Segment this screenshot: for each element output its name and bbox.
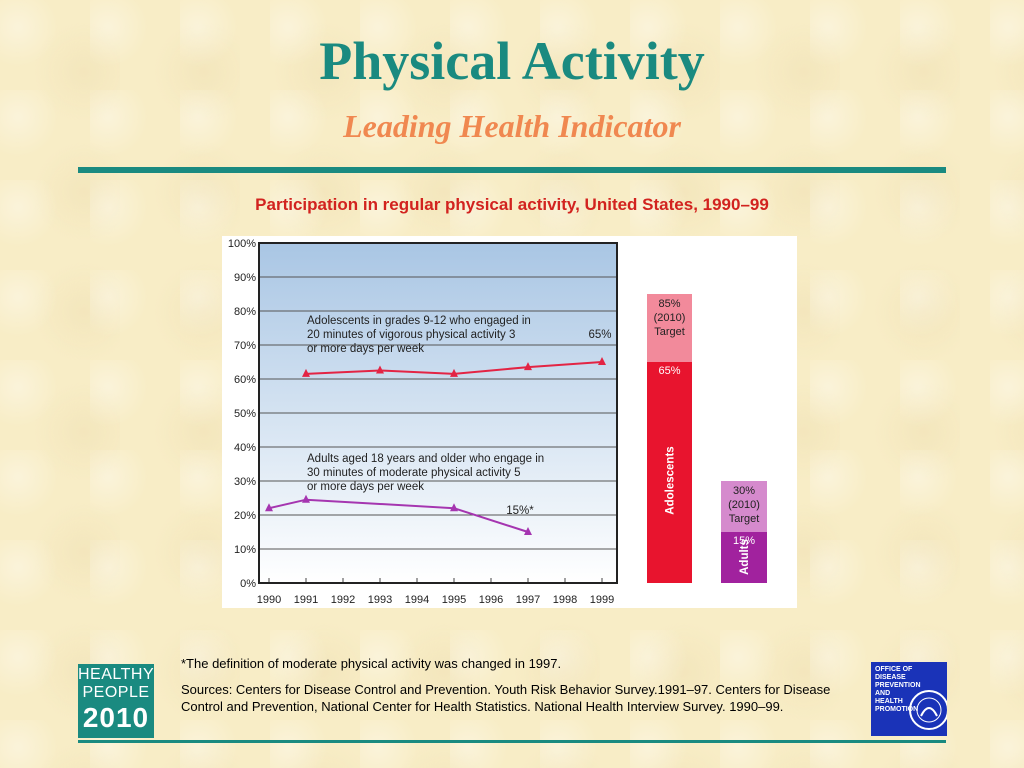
adolescents-data-point	[376, 365, 384, 374]
healthy-people-2010-logo: HEALTHY PEOPLE 2010	[78, 664, 154, 738]
y-tick-label: 60%	[234, 374, 256, 386]
adults-series-label: 30 minutes of moderate physical activity…	[307, 467, 521, 479]
x-tick-label: 1991	[294, 594, 318, 606]
hhs-seal-icon	[909, 690, 947, 730]
odphp-line: Prevention and	[875, 682, 921, 697]
adults-data-point	[450, 503, 458, 512]
adolescents-target-label: Target	[654, 326, 685, 338]
logo-line-people: PEOPLE	[82, 684, 150, 701]
odphp-line: Health	[875, 698, 903, 705]
adolescents-series-label: or more days per week	[307, 343, 424, 355]
logo-line-healthy: HEALTHY	[78, 666, 155, 683]
adults-target-label: Target	[729, 513, 760, 525]
x-tick-label: 1997	[516, 594, 540, 606]
footnote: *The definition of moderate physical act…	[181, 656, 562, 671]
page-title: Physical Activity	[319, 31, 705, 91]
odphp-line: Office of	[875, 666, 913, 673]
x-tick-label: 1994	[405, 594, 429, 606]
odphp-logo: Office of Disease Prevention and Health …	[871, 662, 947, 736]
odphp-logo-text: Office of Disease Prevention and Health …	[875, 666, 923, 714]
adolescents-target-label: (2010)	[654, 312, 686, 324]
odphp-line: Promotion	[875, 706, 919, 713]
y-tick-label: 90%	[234, 272, 256, 284]
logo-line-year: 2010	[82, 702, 150, 733]
adults-series-line	[268, 498, 529, 533]
odphp-line: Disease	[875, 674, 906, 681]
x-tick-label: 1996	[479, 594, 503, 606]
plot-frame	[258, 242, 618, 584]
x-tick-label: 1993	[368, 594, 392, 606]
adults-current-label: 15%	[733, 535, 755, 547]
y-tick-label: 50%	[234, 408, 256, 420]
y-tick-label: 70%	[234, 340, 256, 352]
y-tick-label: 100%	[228, 238, 256, 250]
x-tick-label: 1990	[257, 594, 281, 606]
adolescents-data-point	[302, 368, 310, 377]
adults-data-point	[265, 503, 273, 512]
adults-target-label: 30%	[733, 485, 755, 497]
x-tick-label: 1992	[331, 594, 355, 606]
adults-target-bar	[721, 481, 767, 532]
adolescents-series-label: 20 minutes of vigorous physical activity…	[307, 329, 515, 341]
adolescents-data-point	[524, 362, 532, 371]
y-tick-label: 0%	[240, 578, 256, 590]
adolescents-current-bar	[647, 362, 692, 583]
physical-activity-chart: 0% 10% 20% 30% 40% 50% 60% 70% 80% 90% 100% 1990 199…	[222, 236, 797, 608]
y-tick-label: 10%	[234, 544, 256, 556]
adolescents-current-label: 65%	[658, 365, 680, 377]
adolescents-target-label: 85%	[658, 298, 680, 310]
bottom-divider	[78, 740, 946, 743]
adults-data-point	[302, 494, 310, 503]
sources-note: Sources: Centers for Disease Control and…	[181, 682, 831, 714]
x-tick-label: 1995	[442, 594, 466, 606]
chart-title: Participation in regular physical activi…	[255, 195, 769, 214]
adolescents-data-point	[598, 357, 606, 365]
adults-bar-label: Adults	[739, 539, 751, 575]
top-divider	[78, 167, 946, 173]
adolescents-data-point	[450, 368, 458, 377]
adults-series-label: or more days per week	[307, 481, 424, 493]
adolescents-end-label: 65%	[588, 329, 611, 341]
adolescents-target-bar	[647, 294, 692, 362]
adolescents-series-label: Adolescents in grades 9-12 who engaged i…	[307, 315, 531, 327]
adolescents-bar-label: Adolescents	[665, 446, 677, 514]
adults-data-point	[524, 527, 532, 535]
adults-series-label: Adults aged 18 years and older who engag…	[307, 453, 544, 465]
y-tick-label: 30%	[234, 476, 256, 488]
adults-target-label: (2010)	[728, 499, 760, 511]
adults-end-label: 15%*	[506, 505, 534, 517]
page-subtitle: Leading Health Indicator	[343, 108, 681, 144]
adults-current-bar	[721, 532, 767, 583]
x-tick-label: 1998	[553, 594, 577, 606]
y-tick-label: 80%	[234, 306, 256, 318]
y-tick-label: 40%	[234, 442, 256, 454]
x-tick-label: 1999	[590, 594, 614, 606]
y-tick-label: 20%	[234, 510, 256, 522]
